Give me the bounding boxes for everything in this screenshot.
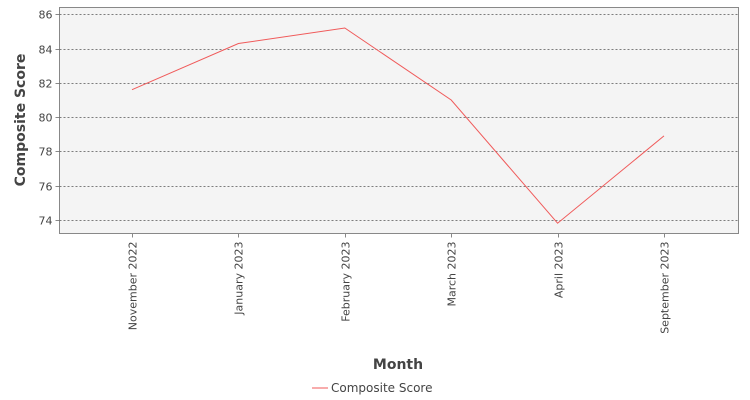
legend-label: Composite Score <box>331 381 432 395</box>
x-tick-label: February 2023 <box>340 241 353 321</box>
y-tick-label: 74 <box>39 215 53 228</box>
x-tick-label: November 2022 <box>127 242 140 331</box>
y-tick-label: 78 <box>39 146 53 159</box>
series-line <box>131 27 665 224</box>
x-axis: November 2022 January 2023 February 2023 Ma… <box>127 233 672 334</box>
y-tick-label: 76 <box>39 181 53 194</box>
x-tick-label: April 2023 <box>553 242 566 299</box>
x-axis-title: Month <box>373 357 423 373</box>
legend: Composite Score <box>312 381 432 395</box>
y-axis: 74 76 78 80 82 84 86 <box>39 9 60 228</box>
y-tick-label: 80 <box>39 112 53 125</box>
y-tick-label: 82 <box>39 78 53 91</box>
grid-lines <box>59 14 739 221</box>
x-tick-label: September 2023 <box>659 242 672 334</box>
x-tick-label: March 2023 <box>446 242 459 307</box>
y-axis-title: Composite Score <box>13 54 29 187</box>
series-layer <box>131 27 665 224</box>
y-tick-label: 86 <box>39 9 53 22</box>
plot-area <box>59 7 739 234</box>
x-tick-label: January 2023 <box>233 242 246 316</box>
y-tick-label: 84 <box>39 44 53 57</box>
